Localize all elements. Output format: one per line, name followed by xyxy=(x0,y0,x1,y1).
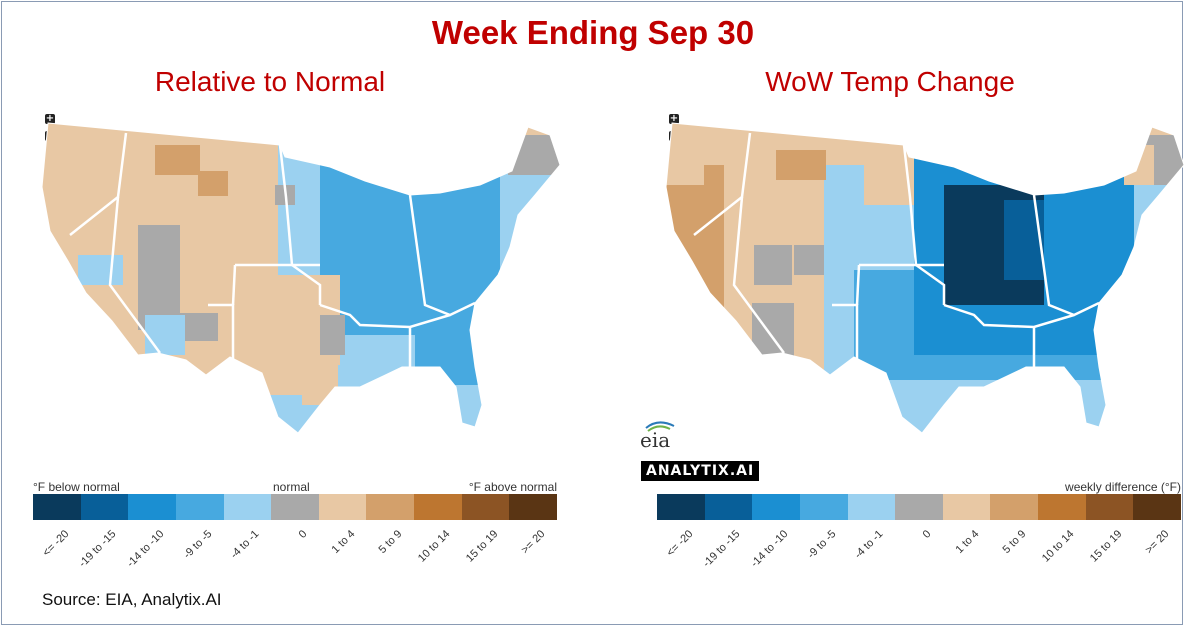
legend-swatch xyxy=(223,494,272,520)
legend-swatch xyxy=(657,494,705,520)
eia-logo-arc-icon xyxy=(645,421,675,432)
legend-swatch xyxy=(509,494,558,520)
analytix-logo: ANALYTIX.AI xyxy=(641,461,760,481)
main-title: Week Ending Sep 30 xyxy=(431,14,755,51)
legend-weekly-difference-label: weekly difference (°F) xyxy=(1065,480,1181,494)
legend-swatch xyxy=(175,494,224,520)
zoom-in-button-left[interactable]: + xyxy=(45,113,55,124)
legend-swatch xyxy=(318,494,367,520)
legend-swatch xyxy=(271,494,319,520)
legend-tick-label: 10 to 14 xyxy=(415,528,453,565)
legend-tick-label: -14 to -10 xyxy=(748,528,791,570)
legend-tick-label: 5 to 9 xyxy=(1000,528,1029,556)
legend-swatch xyxy=(799,494,848,520)
legend-tick-label: -4 to -1 xyxy=(852,528,886,562)
legend-tick-label: 5 to 9 xyxy=(376,528,405,556)
legend-tick-label: -9 to -5 xyxy=(805,528,839,562)
legend-tick-label: >= 20 xyxy=(519,528,548,557)
legend-normal-label: normal xyxy=(273,480,310,494)
legend-tick-label: 15 to 19 xyxy=(1087,528,1125,565)
legend-tick-label: <= -20 xyxy=(40,528,72,559)
left-legend: °F below normal normal °F above normal <… xyxy=(33,480,558,570)
legend-swatch xyxy=(461,494,510,520)
legend-tick-label: 0 xyxy=(920,528,934,541)
source-note: Source: EIA, Analytix.AI xyxy=(42,590,222,609)
legend-swatch xyxy=(128,494,176,520)
relative-to-normal-map xyxy=(41,122,561,434)
left-map-title: Relative to Normal xyxy=(154,66,386,97)
legend-swatch xyxy=(366,494,415,520)
legend-swatch xyxy=(990,494,1039,520)
legend-tick-label: 15 to 19 xyxy=(463,528,501,565)
legend-tick-label: <= -20 xyxy=(664,528,696,559)
legend-swatch xyxy=(1085,494,1134,520)
zoom-in-button-right[interactable]: + xyxy=(669,113,679,124)
legend-tick-label: >= 20 xyxy=(1143,528,1172,557)
legend-tick-label: 0 xyxy=(296,528,310,541)
legend-swatch xyxy=(752,494,800,520)
legend-swatch xyxy=(1038,494,1086,520)
legend-swatch xyxy=(33,494,81,520)
legend-tick-labels: <= -20 -19 to -15 -14 to -10 -9 to -5 -4 to … xyxy=(33,520,557,570)
legend-swatch xyxy=(1133,494,1182,520)
legend-swatch xyxy=(704,494,753,520)
right-map-title: WoW Temp Change xyxy=(765,66,1015,97)
legend-tick-label: -19 to -15 xyxy=(701,528,743,570)
legend-below-normal-label: °F below normal xyxy=(33,480,120,494)
legend-swatch xyxy=(847,494,896,520)
right-legend: weekly difference (°F) <= -20 -19 to -15-… xyxy=(657,480,1182,570)
legend-tick-label: -9 to -5 xyxy=(181,528,215,562)
legend-swatch xyxy=(414,494,462,520)
legend-tick-labels: <= -20 -19 to -15 -14 to -10 -9 to -5 -4 to … xyxy=(657,520,1181,570)
legend-swatch xyxy=(942,494,991,520)
legend-tick-label: -14 to -10 xyxy=(124,528,167,570)
legend-swatch xyxy=(895,494,943,520)
legend-above-normal-label: °F above normal xyxy=(468,480,557,494)
legend-swatch xyxy=(80,494,129,520)
wow-temp-change-map xyxy=(665,122,1185,434)
legend-tick-label: -4 to -1 xyxy=(228,528,262,562)
legend-color-scale xyxy=(33,494,558,520)
legend-tick-label: 10 to 14 xyxy=(1039,528,1077,565)
legend-tick-label: 1 to 4 xyxy=(329,528,358,556)
eia-logo: eia xyxy=(640,428,671,452)
legend-color-scale xyxy=(657,494,1182,520)
legend-tick-label: 1 to 4 xyxy=(953,528,982,556)
legend-tick-label: -19 to -15 xyxy=(77,528,119,570)
